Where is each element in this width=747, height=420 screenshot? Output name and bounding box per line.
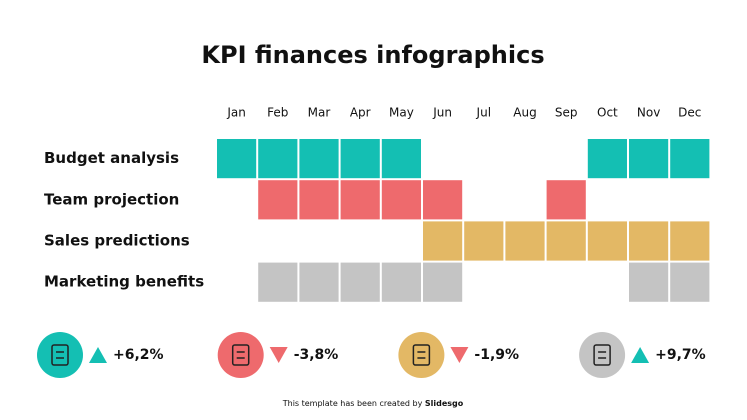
icon-glyph: [593, 344, 611, 366]
kpi: +6,2%: [37, 332, 164, 378]
title: KPI finances infographics: [201, 41, 544, 69]
cell: [629, 139, 669, 179]
cell: [587, 139, 627, 179]
cell: [381, 180, 421, 220]
kpi-icon: [217, 332, 264, 378]
cell: [464, 221, 504, 261]
month-label: Jul: [476, 106, 491, 120]
kpi-value: +6,2%: [113, 347, 164, 363]
row-label: Marketing benefits: [44, 273, 204, 291]
cell: [258, 180, 298, 220]
cell: [423, 180, 463, 220]
cell: [340, 139, 380, 179]
kpi-icon: [579, 332, 626, 378]
month-label: May: [389, 106, 414, 120]
month-label: Jun: [432, 106, 452, 120]
icon-glyph: [412, 344, 431, 366]
row-label: Budget analysis: [44, 149, 179, 167]
cell: [546, 180, 586, 220]
month-label: Aug: [513, 106, 536, 120]
trend-arrow: [269, 347, 288, 363]
cell: [217, 139, 257, 179]
cell: [299, 180, 339, 220]
cell: [629, 221, 669, 261]
row-label: Sales predictions: [44, 232, 190, 250]
row-label: Team projection: [44, 190, 179, 208]
icon-glyph: [231, 344, 250, 366]
cell: [340, 262, 380, 302]
trend-arrow: [450, 347, 469, 363]
month-label: Sep: [555, 106, 578, 120]
kpi-value: +9,7%: [655, 347, 706, 363]
kpi-icon: [398, 332, 445, 378]
footer: This template has been created by Slides…: [282, 399, 464, 408]
kpi-value: -1,9%: [474, 347, 519, 363]
kpi-icon: [37, 332, 83, 378]
cell: [299, 262, 339, 302]
month-label: Feb: [267, 106, 288, 120]
month-label: Jan: [226, 106, 246, 120]
kpi: +9,7%: [579, 332, 706, 378]
month-label: Nov: [637, 106, 660, 120]
cell: [629, 262, 669, 302]
cell: [670, 221, 710, 261]
cell: [258, 139, 298, 179]
kpi: -3,8%: [217, 332, 339, 378]
cell: [505, 221, 545, 261]
cell: [670, 139, 710, 179]
cell: [299, 139, 339, 179]
cell: [546, 221, 586, 261]
kpi: -1,9%: [398, 332, 519, 378]
trend-arrow: [631, 347, 650, 363]
cell: [423, 262, 463, 302]
footer-text: This template has been created by: [282, 399, 423, 408]
month-label: Mar: [308, 106, 331, 120]
cell: [381, 139, 421, 179]
month-label: Oct: [597, 106, 618, 120]
footer-brand: Slidesgo: [425, 399, 464, 408]
cell: [670, 262, 710, 302]
cell: [423, 221, 463, 261]
cell: [381, 262, 421, 302]
trend-arrow: [89, 347, 107, 363]
month-label: Dec: [678, 106, 701, 120]
cell: [258, 262, 298, 302]
icon-glyph: [51, 344, 69, 366]
cell: [587, 221, 627, 261]
cell: [340, 180, 380, 220]
month-label: Apr: [350, 106, 371, 120]
kpi-value: -3,8%: [294, 347, 339, 363]
